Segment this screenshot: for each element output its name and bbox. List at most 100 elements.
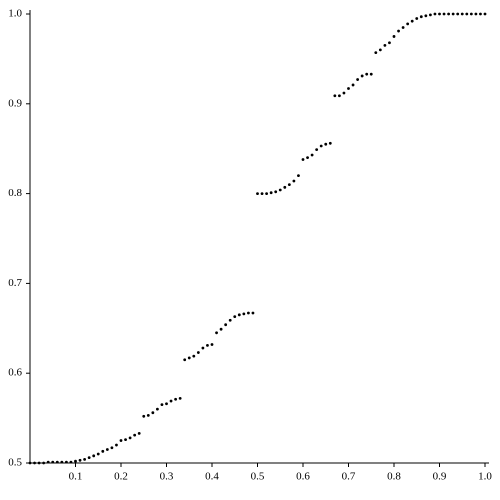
point bbox=[178, 396, 182, 400]
y-tick-label: 0.6 bbox=[8, 367, 22, 379]
point bbox=[151, 411, 155, 415]
point bbox=[60, 460, 64, 464]
point bbox=[415, 17, 419, 20]
point bbox=[124, 438, 127, 442]
x-tick-label: 0.8 bbox=[387, 471, 401, 483]
point bbox=[410, 19, 414, 23]
point bbox=[137, 431, 141, 435]
point bbox=[388, 41, 391, 45]
point bbox=[92, 454, 96, 458]
point bbox=[438, 12, 441, 16]
point bbox=[174, 397, 178, 401]
point bbox=[419, 15, 423, 19]
point bbox=[378, 48, 382, 52]
point bbox=[297, 174, 300, 178]
point bbox=[115, 443, 118, 447]
point bbox=[224, 323, 228, 327]
point bbox=[324, 142, 328, 146]
x-tick-label: 0.5 bbox=[251, 471, 265, 483]
y-tick-label: 0.9 bbox=[8, 97, 22, 109]
point bbox=[374, 51, 378, 55]
point bbox=[365, 72, 369, 76]
point bbox=[360, 74, 364, 78]
point bbox=[33, 461, 36, 465]
x-tick-label: 0.7 bbox=[342, 471, 356, 483]
point bbox=[406, 22, 410, 26]
point bbox=[342, 91, 346, 95]
point bbox=[315, 148, 319, 151]
point bbox=[210, 343, 214, 346]
point bbox=[256, 192, 259, 196]
point bbox=[328, 141, 332, 145]
point bbox=[37, 461, 41, 465]
x-tick-label: 1.0 bbox=[478, 471, 492, 483]
x-tick-label: 0.2 bbox=[114, 471, 128, 483]
point bbox=[397, 29, 400, 33]
point bbox=[292, 179, 296, 183]
point bbox=[83, 458, 86, 461]
point bbox=[219, 327, 223, 331]
point bbox=[451, 12, 455, 16]
point bbox=[287, 183, 291, 187]
point bbox=[105, 448, 109, 451]
point bbox=[333, 94, 337, 98]
point bbox=[310, 153, 314, 157]
point bbox=[165, 402, 168, 406]
point bbox=[483, 12, 487, 16]
point bbox=[87, 456, 91, 460]
point bbox=[69, 460, 73, 464]
point bbox=[201, 346, 205, 350]
point bbox=[442, 12, 446, 16]
point bbox=[192, 354, 196, 358]
point bbox=[469, 12, 473, 16]
point bbox=[42, 461, 46, 465]
point bbox=[196, 351, 200, 354]
y-tick-label: 0.7 bbox=[8, 277, 22, 289]
point bbox=[424, 14, 428, 18]
point bbox=[96, 452, 100, 456]
y-tick-label: 0.5 bbox=[8, 457, 22, 469]
point bbox=[169, 399, 173, 403]
point bbox=[74, 459, 77, 463]
point bbox=[465, 12, 469, 16]
point bbox=[65, 460, 68, 464]
point bbox=[233, 315, 237, 319]
point bbox=[242, 312, 246, 316]
point bbox=[206, 343, 209, 347]
point bbox=[142, 414, 146, 418]
point bbox=[356, 78, 359, 81]
point bbox=[160, 403, 164, 407]
point bbox=[401, 26, 405, 29]
point bbox=[338, 94, 341, 98]
point bbox=[392, 35, 396, 38]
point bbox=[237, 313, 241, 317]
point bbox=[347, 87, 350, 90]
point bbox=[247, 311, 250, 315]
point bbox=[274, 190, 278, 194]
point bbox=[383, 44, 387, 47]
point bbox=[278, 188, 282, 192]
point bbox=[433, 12, 437, 16]
point bbox=[351, 83, 355, 87]
point bbox=[215, 331, 218, 335]
point bbox=[146, 414, 150, 417]
x-tick-label: 0.1 bbox=[69, 471, 83, 483]
point bbox=[101, 449, 105, 453]
point bbox=[460, 12, 464, 16]
point bbox=[456, 12, 460, 16]
point bbox=[78, 458, 82, 462]
point bbox=[474, 12, 478, 16]
point bbox=[110, 446, 114, 450]
point bbox=[228, 318, 232, 322]
x-tick-label: 0.4 bbox=[205, 471, 219, 483]
point bbox=[55, 460, 59, 464]
x-tick-label: 0.6 bbox=[296, 471, 310, 483]
point bbox=[319, 144, 323, 148]
point bbox=[183, 358, 187, 362]
point bbox=[429, 13, 432, 17]
point bbox=[28, 461, 32, 465]
y-tick-label: 1.0 bbox=[8, 8, 22, 20]
y-tick-label: 0.8 bbox=[8, 187, 22, 199]
point bbox=[269, 191, 273, 195]
